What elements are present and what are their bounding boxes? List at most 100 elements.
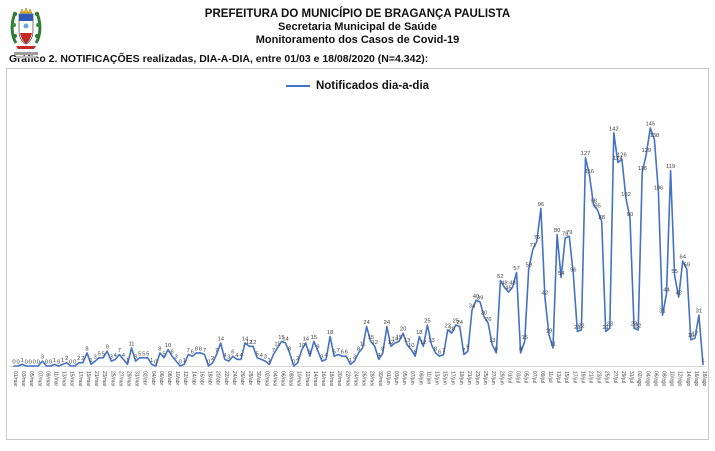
svg-text:124: 124 [613,156,623,162]
svg-text:76: 76 [534,235,540,241]
svg-text:12/mai: 12/mai [304,371,310,386]
svg-text:71: 71 [530,243,536,249]
svg-text:118: 118 [638,166,647,172]
svg-text:5: 5 [146,351,149,357]
svg-text:22: 22 [635,323,641,329]
svg-text:23: 23 [607,322,613,328]
svg-text:2: 2 [81,356,84,362]
svg-text:12: 12 [388,340,394,346]
svg-text:14: 14 [392,337,399,343]
series-notificados-dia-a-dia [13,127,704,367]
svg-text:31: 31 [659,309,665,315]
svg-text:02/mai: 02/mai [263,371,269,386]
svg-text:3: 3 [174,355,177,361]
svg-text:1: 1 [61,358,64,364]
svg-text:12: 12 [420,340,426,346]
svg-text:26: 26 [485,317,491,323]
svg-text:1: 1 [150,358,153,364]
svg-text:2: 2 [211,356,214,362]
svg-text:40: 40 [473,294,479,300]
svg-text:8: 8 [357,346,360,352]
svg-text:8: 8 [158,346,161,352]
svg-text:07/jun: 07/jun [409,371,415,385]
svg-text:5: 5 [256,351,259,357]
svg-text:34: 34 [469,304,476,310]
svg-text:24: 24 [384,320,391,326]
svg-text:11: 11 [360,341,366,347]
svg-text:5: 5 [162,351,165,357]
svg-text:0: 0 [179,360,182,366]
svg-text:02/ago: 02/ago [636,371,642,387]
svg-text:15/jul: 15/jul [563,371,569,383]
svg-text:3: 3 [134,355,137,361]
svg-text:8: 8 [85,346,88,352]
svg-text:0: 0 [57,360,60,366]
svg-text:3: 3 [110,355,113,361]
svg-text:48: 48 [509,281,515,287]
svg-text:8: 8 [199,346,202,352]
svg-text:27/mar: 27/mar [117,371,123,387]
svg-text:16: 16 [688,333,694,339]
svg-text:45: 45 [505,286,511,292]
svg-text:06/ago: 06/ago [652,371,658,387]
svg-text:14/mai: 14/mai [312,371,318,386]
svg-text:25: 25 [453,319,459,325]
svg-text:6: 6 [414,350,417,356]
svg-text:03/jun: 03/jun [393,371,399,385]
svg-text:28/abr: 28/abr [247,371,253,386]
svg-text:28/mai: 28/mai [369,371,375,386]
svg-text:13/jul: 13/jul [555,371,561,383]
svg-text:95: 95 [594,204,600,210]
svg-text:12/ago: 12/ago [677,371,683,387]
svg-text:16/mai: 16/mai [320,371,326,386]
header-line-1: PREFEITURA DO MUNICÍPIO DE BRAGANÇA PAUL… [204,8,511,20]
svg-text:6: 6 [333,350,336,356]
svg-text:8: 8 [495,346,498,352]
svg-text:2: 2 [296,356,299,362]
svg-text:01/jul: 01/jul [507,371,513,383]
svg-text:5: 5 [142,351,145,357]
svg-text:20/abr: 20/abr [215,371,221,386]
svg-text:07/jul: 07/jul [531,371,537,383]
legend-label: Notificados dia-a-dia [315,80,430,92]
svg-text:0: 0 [37,360,40,366]
svg-text:15: 15 [278,335,284,341]
svg-text:54: 54 [558,271,565,277]
svg-text:18/mai: 18/mai [328,371,334,386]
svg-text:59: 59 [525,263,531,269]
svg-text:0: 0 [12,360,15,366]
svg-text:78: 78 [562,232,568,238]
svg-text:7: 7 [442,348,445,354]
svg-text:119: 119 [666,164,675,170]
svg-text:13: 13 [428,338,434,344]
svg-text:11: 11 [274,341,280,347]
svg-text:57: 57 [513,266,519,272]
svg-text:3: 3 [353,355,356,361]
svg-text:6: 6 [231,350,234,356]
svg-text:2: 2 [65,356,68,362]
svg-text:11: 11 [550,341,556,347]
crown [19,7,33,14]
svg-text:7: 7 [203,348,206,354]
svg-text:16/abr: 16/abr [198,371,204,386]
svg-text:7: 7 [272,348,275,354]
svg-text:6: 6 [341,350,344,356]
motto-ribbon [14,46,38,59]
svg-text:21/jun: 21/jun [466,371,472,385]
svg-text:21/mar: 21/mar [93,371,99,387]
svg-text:8: 8 [195,346,198,352]
svg-text:23: 23 [631,322,637,328]
svg-text:5: 5 [97,351,100,357]
report-header: PREFEITURA DO MUNICÍPIO DE BRAGANÇA PAUL… [0,0,715,47]
svg-text:23/mar: 23/mar [101,371,107,387]
svg-text:03/mar: 03/mar [20,371,26,387]
svg-text:23/jun: 23/jun [474,371,480,385]
svg-text:10: 10 [299,343,305,349]
svg-text:06/abr: 06/abr [158,371,164,386]
chart-caption: Gráfico 2. NOTIFICAÇÕES realizadas, DIA-… [9,53,429,65]
svg-text:7: 7 [462,348,465,354]
svg-text:127: 127 [581,151,591,157]
svg-text:17/mar: 17/mar [77,371,83,387]
